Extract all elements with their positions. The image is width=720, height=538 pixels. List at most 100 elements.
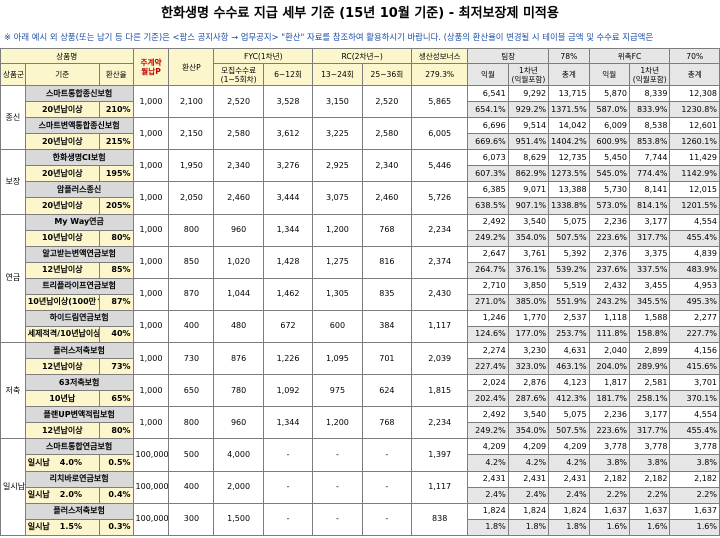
premium-cell: 100,000 [132,502,170,537]
fc-monthly-pct: 573.0% [588,197,631,215]
criteria-cell: 10년납 [24,390,100,408]
fyc-m1-5-line1: 모집수수료 [221,65,257,75]
fyc-m1-5-cell: 2,000 [213,470,264,504]
premium-cell: 1,000 [132,277,170,311]
fyc-m6-12-cell: 1,344 [262,406,314,440]
commission-table: 상품명 주계약 월납P 환산P FYC(1차년) RC(2차년~) 생산성보너스… [0,48,720,537]
tl-total-pct: 507.5% [548,422,590,440]
tl-monthly-value: 6,073 [467,149,509,167]
tl-monthly-pct: 4.2% [467,454,509,472]
fc-year1-value: 8,538 [629,117,671,135]
tl-monthly-value: 6,696 [467,117,509,135]
conversion-rate-cell: 0.5% [98,454,134,472]
fyc-m6-12-cell: 1,462 [262,277,314,311]
tl-year1-value: 1,770 [507,309,550,327]
tl-total-pct: 1338.8% [548,197,590,215]
table-row: 암플러스종신 1,000 2,050 2,460 3,444 3,075 2,460 5,72… [1,181,720,215]
bonus-cell: 1,397 [411,438,469,472]
fc-total-value: 11,429 [669,149,720,167]
tl-monthly-value: 2,492 [467,213,509,231]
premium-cell: 1,000 [132,117,170,151]
product-name: 플랜UP변액적립보험 [24,406,134,424]
fc-monthly-pct: 545.0% [588,165,631,183]
fc-monthly-value: 2,236 [588,213,631,231]
fc-total-value: 1,637 [669,502,720,520]
fyc-m6-12-cell: 1,092 [262,374,314,408]
tl-monthly-pct: 249.2% [467,422,509,440]
fc-monthly-pct: 2.2% [588,486,631,504]
fc-monthly-value: 1,817 [588,374,631,392]
tl-monthly-pct: 1.8% [467,518,509,537]
fc-year1-line2: (익월포함) [632,74,667,84]
fc-monthly-pct: 223.6% [588,422,631,440]
product-name: My Way연금 [24,213,134,231]
tl-total-value: 5,075 [548,406,590,424]
converted-p-cell: 400 [168,470,215,504]
tl-total-pct: 1404.2% [548,133,590,151]
tl-monthly-value: 2,431 [467,470,509,488]
rc-m13-24-cell: - [312,470,363,504]
fc-total-pct: 3.8% [669,454,720,472]
rc-m25-36-cell: 701 [361,341,413,376]
criteria-label: 일시납 [27,490,50,500]
fc-total-pct: 455.4% [669,229,720,247]
bonus-rate-header: 279.3% [411,63,469,86]
fyc-m1-5-cell: 876 [213,341,264,376]
bonus-cell: 2,374 [411,245,469,279]
tl-year1-value: 1,824 [507,502,550,520]
fc-year1-value: 2,899 [629,341,671,360]
fyc-m1-5-cell: 1,020 [213,245,264,279]
fc-year1-value: 3,455 [629,277,671,295]
rc-m13-24-cell: 1,305 [312,277,363,311]
bonus-cell: 2,234 [411,406,469,440]
rc-m13-24-cell: 3,225 [312,117,363,151]
product-name: 플러스저축보험 [24,502,134,520]
fc-year1-pct: 317.7% [629,229,671,247]
tl-total-value: 1,824 [548,502,590,520]
product-name: 한화생명CI보험 [24,149,134,167]
bonus-cell: 1,117 [411,309,469,344]
conversion-rate-cell: 0.4% [98,486,134,504]
bonus-header: 생산성보너스 [411,48,469,64]
tl-monthly-value: 2,647 [467,245,509,263]
product-name: 알고받는변액연금보험 [24,245,134,263]
tl-total-value: 5,392 [548,245,590,263]
fc-year1-value: 3,375 [629,245,671,263]
fc-year1-pct: 1.6% [629,518,671,537]
table-body: 종신 스마트통합종신보험 1,000 2,100 2,520 3,528 3,150 2,52… [0,84,720,537]
table-row: 20년납이상 215% 669.6% 951.4% 1404.2% 600.9% 853.8… [1,133,720,151]
fc-monthly-pct: 3.8% [588,454,631,472]
fc-monthly-pct: 1.6% [588,518,631,537]
tl-total-value: 2,431 [548,470,590,488]
tl-total-header: 총계 [548,63,590,86]
tl-year1-pct: 907.1% [507,197,550,215]
premium-cell: 1,000 [132,181,170,215]
bonus-cell: 2,430 [411,277,469,311]
tl-monthly-header: 익월 [467,63,509,86]
fc-total-value: 2,277 [669,309,720,327]
tl-total-pct: 463.1% [548,358,590,376]
fyc-m6-12-cell: 3,612 [262,117,314,151]
fyc-m6-12-header: 6~12회 [262,63,314,86]
rate-a-value: 1.5% [59,522,82,532]
tl-year1-pct: 862.9% [507,165,550,183]
premium-cell: 1,000 [132,149,170,183]
fyc-m1-5-cell: 2,580 [213,117,264,151]
rc-m13-24-cell: 1,095 [312,341,363,376]
fc-monthly-pct: 204.0% [588,358,631,376]
fc-total-pct: 1.6% [669,518,720,537]
fc-year1-value: 3,177 [629,406,671,424]
premium-cell: 1,000 [132,406,170,440]
table-row: 63저축보험 1,000 650 780 1,092 975 624 1,815 2,024 2,… [1,374,720,408]
table-row: 일시납 1.5% 0.3% 1.8% 1.8% 1.8% 1.6% 1.6% 1.6% [1,518,720,537]
fc-monthly-pct: 587.0% [588,101,631,119]
fc-total-value: 4,554 [669,213,720,231]
tl-monthly-pct: 202.4% [467,390,509,408]
fc-total-pct: 483.9% [669,261,720,279]
tl-year1-pct: 287.6% [507,390,550,408]
tl-year1-pct: 2.4% [507,486,550,504]
tl-total-pct: 1371.5% [548,101,590,119]
rate-a-value: 2.0% [59,490,82,500]
tl-total-pct: 2.4% [548,486,590,504]
rc-m25-36-cell: 768 [361,213,413,247]
